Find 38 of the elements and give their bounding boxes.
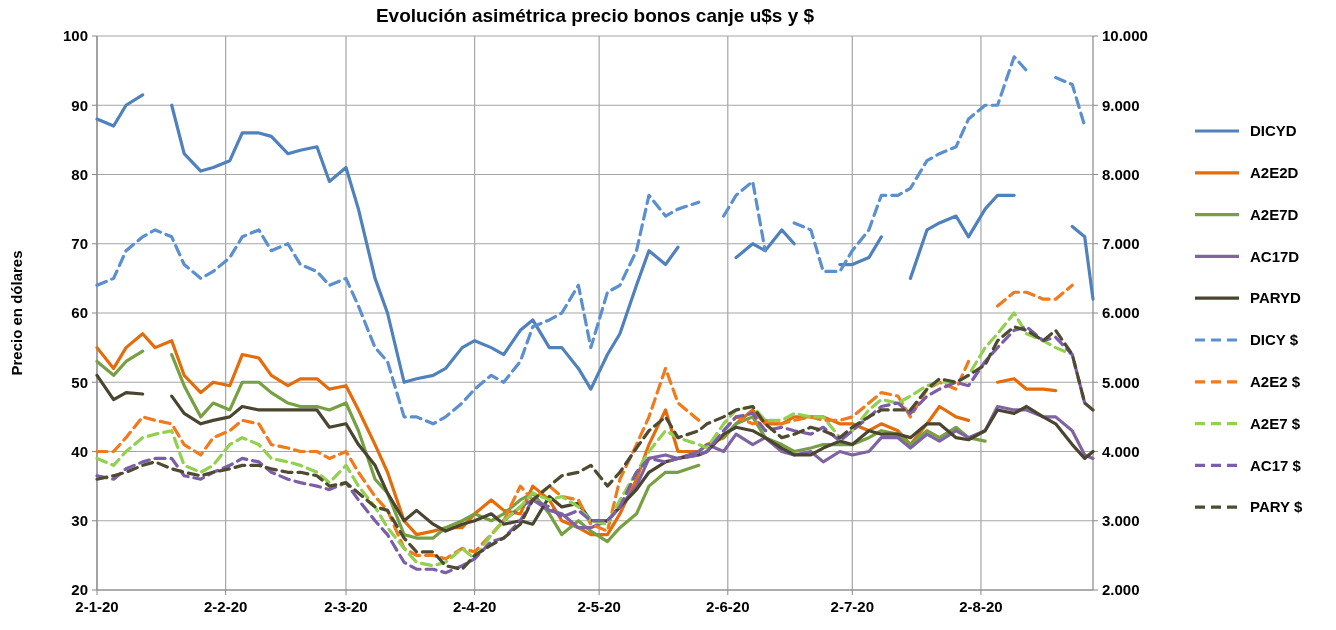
legend-label: PARY $ bbox=[1250, 498, 1303, 516]
legend-label: AC17D bbox=[1250, 247, 1300, 265]
y2-tick-label: 8.000 bbox=[1102, 165, 1140, 183]
y-tick-label: 40 bbox=[71, 442, 88, 460]
x-tick-label: 2-5-20 bbox=[577, 598, 621, 615]
legend-label: A2E7D bbox=[1250, 205, 1299, 223]
y-tick-label: 90 bbox=[71, 96, 88, 114]
y2-tick-label: 10.000 bbox=[1102, 27, 1148, 45]
y2-tick-label: 4.000 bbox=[1102, 442, 1140, 460]
x-tick-label: 2-1-20 bbox=[75, 598, 119, 615]
x-tick-label: 2-2-20 bbox=[203, 598, 248, 615]
y-tick-label: 100 bbox=[62, 27, 88, 45]
x-tick-label: 2-6-20 bbox=[706, 598, 750, 615]
y-tick-label: 20 bbox=[71, 581, 88, 599]
y2-tick-label: 7.000 bbox=[1102, 235, 1140, 252]
y2-tick-label: 3.000 bbox=[1102, 512, 1140, 529]
y-tick-label: 60 bbox=[71, 304, 88, 322]
legend-label: A2E2 $ bbox=[1250, 373, 1301, 391]
y2-tick-label: 5.000 bbox=[1102, 373, 1140, 391]
legend-label: AC17 $ bbox=[1250, 456, 1302, 474]
chart-title: Evolución asimétrica precio bonos canje u$s y $ bbox=[375, 5, 815, 26]
x-tick-label: 2-4-20 bbox=[452, 598, 497, 615]
x-tick-label: 2-7-20 bbox=[830, 598, 874, 615]
y-tick-label: 30 bbox=[71, 512, 88, 529]
legend-label: DICY $ bbox=[1250, 331, 1299, 349]
y-tick-label: 50 bbox=[71, 373, 88, 391]
legend-label: PARYD bbox=[1250, 289, 1301, 307]
legend-label: DICYD bbox=[1250, 122, 1297, 140]
legend-label: A2E7 $ bbox=[1250, 414, 1301, 432]
y2-tick-label: 2.000 bbox=[1102, 581, 1140, 599]
y2-tick-label: 6.000 bbox=[1102, 304, 1140, 322]
x-tick-label: 2-8-20 bbox=[959, 598, 1003, 615]
y-axis-title: Precio en dólares bbox=[8, 250, 25, 376]
y2-tick-label: 9.000 bbox=[1102, 96, 1140, 114]
x-tick-label: 2-3-20 bbox=[324, 598, 368, 615]
y-tick-label: 70 bbox=[71, 235, 88, 252]
legend-label: A2E2D bbox=[1250, 164, 1299, 182]
y-tick-label: 80 bbox=[71, 165, 88, 183]
